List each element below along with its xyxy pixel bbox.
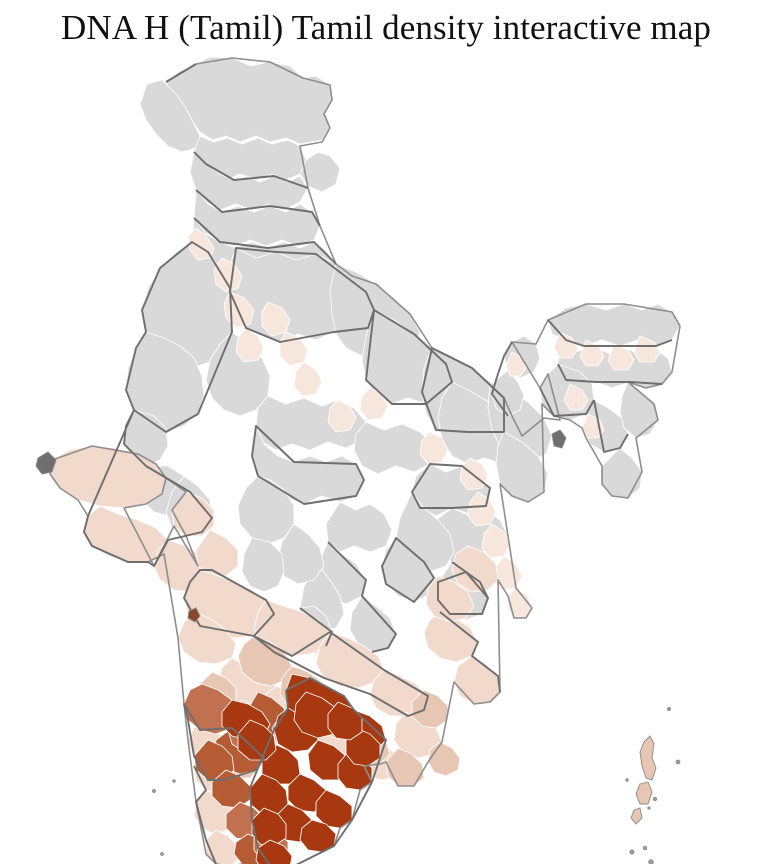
state-boundaries-group — [49, 57, 681, 864]
small-islands-group — [35, 429, 681, 864]
interactive-map-canvas[interactable] — [0, 52, 772, 864]
page-title: DNA H (Tamil) Tamil density interactive … — [61, 8, 711, 47]
very-high-density-districts-tamilnadu — [221, 673, 387, 864]
india-choropleth-svg[interactable] — [0, 52, 772, 864]
very-low-density-districts — [187, 227, 661, 619]
